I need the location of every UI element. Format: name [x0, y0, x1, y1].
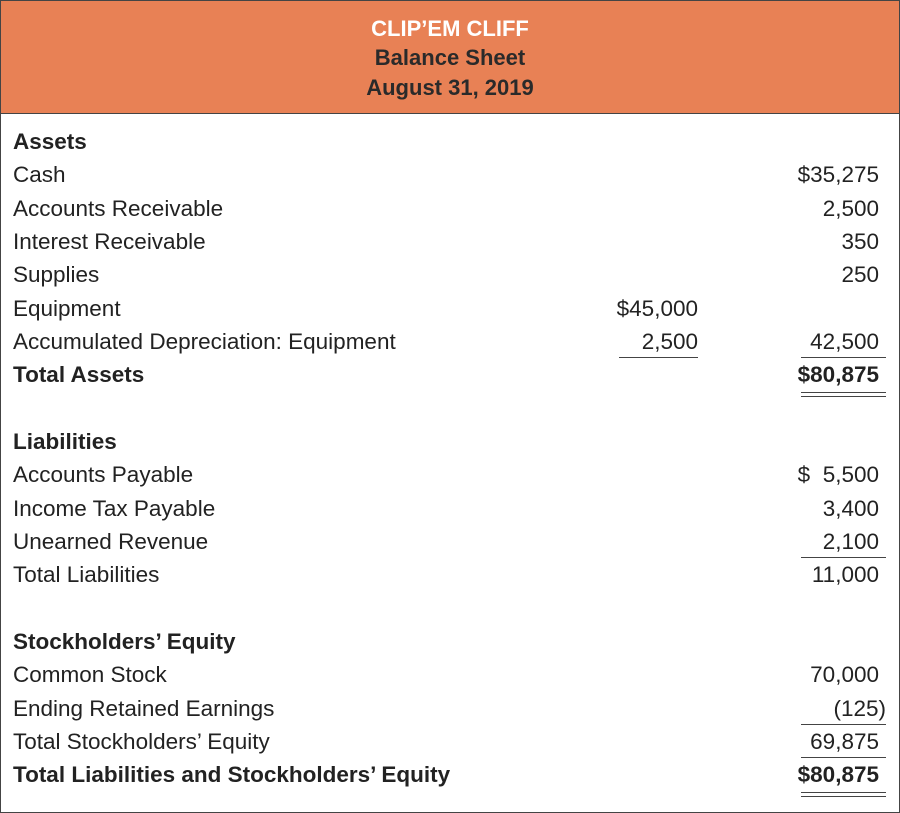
- row-label: Accounts Payable: [13, 462, 194, 488]
- amount-outer-column: 42,500: [761, 325, 886, 359]
- statement-header: CLIP’EM CLIFF Balance Sheet August 31, 2…: [1, 1, 899, 114]
- statement-row: Total Liabilities and Stockholders’ Equi…: [1, 758, 899, 797]
- amount-outer-column: $80,875: [761, 358, 886, 398]
- amount-outer-column: 70,000: [761, 658, 879, 691]
- statement-row: Total Stockholders’ Equity 69,875: [1, 725, 899, 759]
- row-label: Accounts Receivable: [13, 195, 224, 221]
- amount-inner-column: $45,000: [591, 292, 698, 325]
- statement-row: Income Tax Payable 3,400: [1, 492, 899, 525]
- row-label: Total Liabilities and Stockholders’ Equi…: [13, 762, 451, 788]
- blank-row: [1, 392, 899, 425]
- row-label: Liabilities: [13, 428, 117, 454]
- amount-outer-column: 2,100: [761, 525, 886, 559]
- amount-outer-column: 11,000: [761, 558, 879, 591]
- amount-value: 42,500: [810, 328, 879, 354]
- row-label: Income Tax Payable: [13, 495, 216, 521]
- row-label: Ending Retained Earnings: [13, 695, 275, 721]
- statement-row: Assets: [1, 125, 899, 158]
- statement-row: Accounts Receivable 2,500: [1, 192, 899, 225]
- statement-row: Unearned Revenue 2,100: [1, 525, 899, 559]
- amount-outer-column: (125): [761, 692, 886, 726]
- amount-value: 250: [841, 262, 879, 288]
- statement-row: Stockholders’ Equity: [1, 625, 899, 658]
- amount-value: $80,875: [797, 362, 879, 388]
- statement-row: Liabilities: [1, 425, 899, 458]
- amount-value: 70,000: [810, 662, 879, 688]
- row-label: Cash: [13, 162, 66, 188]
- statement-row: Total Liabilities 11,000: [1, 558, 899, 591]
- amount-value: (125): [833, 695, 886, 721]
- company-name: CLIP’EM CLIFF: [371, 16, 529, 41]
- amount-value: 350: [841, 228, 879, 254]
- row-label: Stockholders’ Equity: [13, 628, 236, 654]
- row-label: Total Liabilities: [13, 562, 160, 588]
- amount-outer-column: $80,875: [761, 758, 886, 797]
- amount-value: 2,500: [641, 328, 698, 354]
- amount-value: 11,000: [811, 562, 879, 588]
- statement-row: Accumulated Depreciation: Equipment 2,500…: [1, 325, 899, 359]
- amount-outer-column: 69,875: [761, 725, 886, 759]
- amount-outer-column: 3,400: [761, 492, 879, 525]
- statement-row: Total Assets $80,875: [1, 358, 899, 398]
- row-label: Interest Receivable: [13, 228, 206, 254]
- amount-value: 2,100: [822, 528, 879, 554]
- row-label: Equipment: [13, 295, 121, 321]
- statement-row: Cash $35,275: [1, 158, 899, 191]
- statement-row: Interest Receivable 350: [1, 225, 899, 258]
- statement-row: Supplies 250: [1, 258, 899, 291]
- row-label: Total Assets: [13, 362, 145, 388]
- row-label: Assets: [13, 129, 87, 154]
- amount-inner-column: 2,500: [591, 325, 698, 359]
- amount-value: $80,875: [797, 762, 879, 788]
- row-label: Accumulated Depreciation: Equipment: [13, 328, 396, 354]
- amount-value: 69,875: [810, 728, 879, 754]
- row-label: Total Stockholders’ Equity: [13, 728, 270, 754]
- statement-body: Assets Cash $35,275 Accounts Receivable 2,50…: [1, 125, 899, 797]
- statement-title: Balance Sheet: [374, 45, 526, 70]
- statement-row: Ending Retained Earnings (125): [1, 692, 899, 726]
- amount-outer-column: 350: [761, 225, 879, 258]
- row-label: Unearned Revenue: [13, 528, 209, 554]
- amount-value: $35,275: [797, 162, 879, 188]
- blank-row: [1, 592, 899, 625]
- amount-outer-column: $35,275: [761, 158, 879, 191]
- statement-date: August 31, 2019: [366, 75, 534, 100]
- statement-row: Equipment $45,000: [1, 292, 899, 325]
- amount-outer-column: 2,500: [761, 192, 879, 225]
- statement-row: Common Stock 70,000: [1, 658, 899, 691]
- row-label: Supplies: [13, 262, 100, 288]
- amount-value: 2,500: [822, 195, 879, 221]
- amount-outer-column: $ 5,500: [761, 458, 879, 491]
- amount-value: $45,000: [616, 295, 698, 321]
- amount-value: $ 5,500: [797, 462, 879, 488]
- statement-row: Accounts Payable $ 5,500: [1, 458, 899, 491]
- amount-outer-column: 250: [761, 258, 879, 291]
- amount-value: 3,400: [822, 495, 879, 521]
- row-label: Common Stock: [13, 662, 167, 688]
